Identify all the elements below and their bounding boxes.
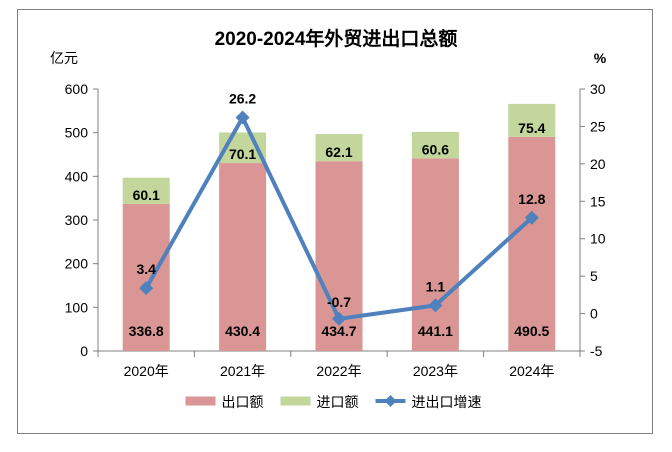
legend-item[interactable]: 进口额 xyxy=(280,394,359,410)
growth-value-label: 1.1 xyxy=(426,278,446,294)
bar-group xyxy=(122,177,170,351)
growth-marker[interactable] xyxy=(139,281,154,296)
category-label: 2020年 xyxy=(124,363,169,379)
legend-item[interactable]: 进出口增速 xyxy=(375,394,482,410)
right-axis-tick-label: 10 xyxy=(590,231,606,247)
category-label: 2022年 xyxy=(316,363,361,379)
legend-swatch xyxy=(185,396,216,406)
growth-marker[interactable] xyxy=(524,210,539,225)
bar-group xyxy=(219,132,267,351)
left-axis-tick-label: 100 xyxy=(65,299,89,315)
bar-export[interactable] xyxy=(508,136,556,351)
right-axis-tick-label: 5 xyxy=(590,268,598,284)
left-axis-tick-label: 600 xyxy=(65,81,89,97)
bar-group xyxy=(411,131,459,351)
right-axis-tick-label: 0 xyxy=(590,306,598,322)
left-axis-tick-label: 500 xyxy=(65,125,89,141)
left-axis-tick-label: 300 xyxy=(65,212,89,228)
right-axis-tick-label: 30 xyxy=(590,81,606,97)
bar-import-value-label: 60.1 xyxy=(133,187,160,203)
category-label: 2023年 xyxy=(413,363,458,379)
growth-marker[interactable] xyxy=(235,110,250,125)
bar-export-value-label: 434.7 xyxy=(321,323,356,339)
bar-export-value-label: 336.8 xyxy=(129,323,164,339)
left-axis-tick-label: 0 xyxy=(80,343,88,359)
bar-export[interactable] xyxy=(122,203,170,351)
right-axis-tick-label: 25 xyxy=(590,118,606,134)
bar-import-value-label: 60.6 xyxy=(422,141,449,157)
bar-import[interactable] xyxy=(508,103,556,137)
bar-import-value-label: 75.4 xyxy=(518,120,545,136)
bar-export-value-label: 490.5 xyxy=(514,323,549,339)
growth-value-label: 26.2 xyxy=(229,90,256,106)
bar-group xyxy=(508,103,556,351)
bar-import[interactable] xyxy=(315,134,363,162)
legend-label: 出口额 xyxy=(222,394,264,410)
bar-import-value-label: 62.1 xyxy=(325,144,352,160)
right-axis-unit: % xyxy=(594,50,607,66)
growth-marker[interactable] xyxy=(428,298,443,313)
legend-label: 进口额 xyxy=(317,394,359,410)
legend-label: 进出口增速 xyxy=(412,394,482,410)
bar-import[interactable] xyxy=(411,131,459,159)
right-axis-tick-label: 15 xyxy=(590,193,606,209)
legend-swatch xyxy=(280,396,311,406)
legend-diamond-icon xyxy=(384,395,397,407)
growth-value-label: 12.8 xyxy=(518,191,545,207)
left-axis-tick-label: 200 xyxy=(65,256,89,272)
bar-import-value-label: 70.1 xyxy=(229,146,256,162)
left-axis-unit: 亿元 xyxy=(50,50,78,66)
legend-item[interactable]: 出口额 xyxy=(185,394,264,410)
category-label: 2024年 xyxy=(509,363,554,379)
bar-export-value-label: 430.4 xyxy=(225,323,260,339)
bar-import[interactable] xyxy=(122,177,170,204)
growth-value-label: 3.4 xyxy=(136,261,156,277)
bar-export[interactable] xyxy=(219,163,267,351)
growth-marker[interactable] xyxy=(332,311,346,326)
category-label: 2021年 xyxy=(220,363,265,379)
bar-export-value-label: 441.1 xyxy=(418,323,453,339)
chart-title: 2020-2024年外贸进出口总额 xyxy=(215,27,458,50)
right-axis-tick-label: 20 xyxy=(590,156,606,172)
growth-value-label: -0.7 xyxy=(327,294,351,310)
right-axis-tick-label: -5 xyxy=(590,343,603,359)
left-axis-tick-label: 400 xyxy=(65,168,89,184)
bar-export[interactable] xyxy=(411,158,459,351)
